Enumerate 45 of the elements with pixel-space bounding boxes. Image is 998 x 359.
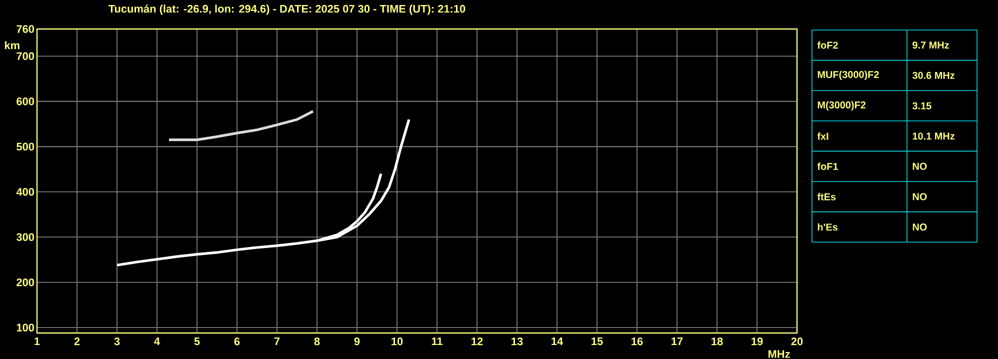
x-tick-label: 3 <box>114 338 120 346</box>
text: 10.1 MHz <box>912 132 954 140</box>
x-tick-label: 17 <box>672 338 683 346</box>
x-tick-label: 20 <box>791 338 803 346</box>
text: foF1 <box>817 162 838 170</box>
text: M(3000)F2 <box>818 101 866 110</box>
y-tick-label: 500 <box>16 142 34 150</box>
y-tick-label: 200 <box>16 278 34 286</box>
x-tick-label: 1 <box>34 338 40 346</box>
text: h'Es <box>818 223 838 231</box>
text: 30.6 MHz <box>912 72 954 79</box>
x-tick-label: 5 <box>194 338 200 346</box>
x-tick-label: 8 <box>314 338 320 346</box>
x-tick-label: 11 <box>432 338 442 346</box>
text: ftEs <box>817 193 836 200</box>
text: MUF(3000)F2 <box>818 70 879 80</box>
y-tick-label: 600 <box>16 98 34 106</box>
x-tick-label: 6 <box>234 338 240 346</box>
x-tick-label: 15 <box>592 338 603 346</box>
text: 3.15 <box>912 102 932 110</box>
x-tick-label: 19 <box>752 338 763 346</box>
x-tick-label: 2 <box>74 338 80 346</box>
x-tick-label: 16 <box>632 338 643 346</box>
text: NO <box>912 193 927 200</box>
x-tick-label: 18 <box>712 338 723 346</box>
text: NO <box>912 223 927 231</box>
y-tick-label: 100 <box>16 324 34 332</box>
x-tick-label: 10 <box>392 338 403 346</box>
y-tick-label: 400 <box>16 188 34 196</box>
y-tick-label: 700 <box>16 52 34 60</box>
x-tick-label: 13 <box>512 338 523 346</box>
x-axis-title: MHz <box>768 350 790 358</box>
x-tick-label: 12 <box>472 338 483 346</box>
text: foF2 <box>817 41 838 49</box>
x-tick-label: 4 <box>154 338 160 346</box>
y-tick-label: 760 <box>16 25 34 33</box>
x-tick-label: 9 <box>354 338 360 346</box>
x-tick-label: 14 <box>552 338 564 346</box>
text: 9.7 MHz <box>912 42 949 49</box>
x-tick-label: 7 <box>274 338 280 346</box>
chart-title: Tucumán (lat: -26.9, lon: 294.6) - DATE: 2025 07 30 - TIME (UT): 21:10 <box>108 4 466 15</box>
text: NO <box>912 162 927 170</box>
text: fxI <box>817 132 828 140</box>
y-tick-label: 300 <box>16 233 34 241</box>
y-axis-title: km <box>4 41 20 50</box>
